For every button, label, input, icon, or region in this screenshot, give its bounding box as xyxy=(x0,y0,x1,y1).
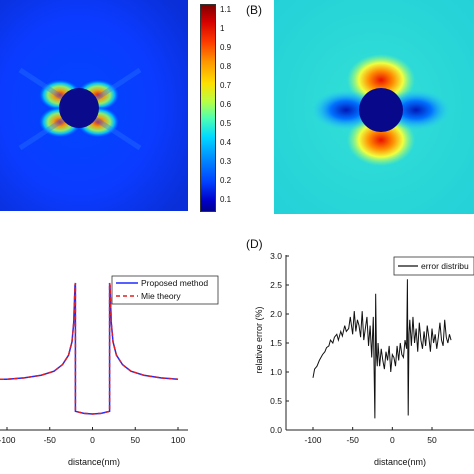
y-ticks: 0.0 0.5 1.0 1.5 2.0 2.5 3.0 xyxy=(270,251,289,435)
chart-c: -100 -50 0 50 100 distance(nm) Proposed meth… xyxy=(0,275,219,467)
y-tick-label: 1.0 xyxy=(270,367,282,377)
colorbar-tick: 0.8 xyxy=(220,62,232,71)
colorbar-tick: 0.6 xyxy=(220,100,232,109)
legend-label: error distribu xyxy=(421,261,469,271)
x-axis-label: distance(nm) xyxy=(68,457,120,467)
x-tick-label: -50 xyxy=(347,435,360,445)
x-tick-label: -100 xyxy=(0,435,16,445)
colorbar-tick: 0.5 xyxy=(220,119,232,128)
x-ticks: -100 -50 0 50 100 xyxy=(0,427,185,445)
y-axis-label: relative error (%) xyxy=(254,306,264,373)
colorbar-tick: 0.3 xyxy=(220,157,232,166)
series-line xyxy=(312,279,452,419)
colorbar-tick: 0.1 xyxy=(220,195,232,204)
x-tick-label: -50 xyxy=(44,435,57,445)
colorbar-tick: 0.4 xyxy=(220,138,232,147)
field-map-a xyxy=(0,0,188,211)
legend-label: Proposed method xyxy=(141,278,208,288)
series-group xyxy=(0,282,179,415)
x-tick-label: 50 xyxy=(131,435,141,445)
colorbar-tick: 0.7 xyxy=(220,81,232,90)
colorbar-tick: 1.1 xyxy=(220,5,232,14)
colorbar-tick: 0.2 xyxy=(220,176,232,185)
panel-letter-d: (D) xyxy=(246,237,263,251)
panel-letter-b: (B) xyxy=(246,3,262,17)
legend-label: Mie theory xyxy=(141,291,181,301)
x-tick-label: 0 xyxy=(390,435,395,445)
x-tick-label: 0 xyxy=(90,435,95,445)
x-axis-label: distance(nm) xyxy=(374,457,426,467)
chart-d: (D) 0.0 0.5 1.0 1.5 2.0 2.5 3.0 -100 -50 0 50 rel… xyxy=(246,237,474,467)
x-tick-label: -100 xyxy=(304,435,321,445)
series-group xyxy=(312,279,452,419)
x-ticks: -100 -50 0 50 xyxy=(304,427,437,445)
field-map-b xyxy=(274,0,474,214)
colorbar xyxy=(200,4,216,212)
y-tick-label: 1.5 xyxy=(270,338,282,348)
y-tick-label: 2.5 xyxy=(270,280,282,290)
colorbar-tick: 1 xyxy=(220,24,225,33)
y-tick-label: 0.0 xyxy=(270,425,282,435)
x-tick-label: 50 xyxy=(427,435,437,445)
legend: Proposed method Mie theory xyxy=(111,275,219,305)
x-tick-label: 100 xyxy=(171,435,185,445)
y-tick-label: 2.0 xyxy=(270,309,282,319)
colorbar-tick: 0.9 xyxy=(220,43,232,52)
legend: error distribu xyxy=(393,256,474,276)
y-tick-label: 0.5 xyxy=(270,396,282,406)
series-line xyxy=(0,282,179,415)
y-tick-label: 3.0 xyxy=(270,251,282,261)
